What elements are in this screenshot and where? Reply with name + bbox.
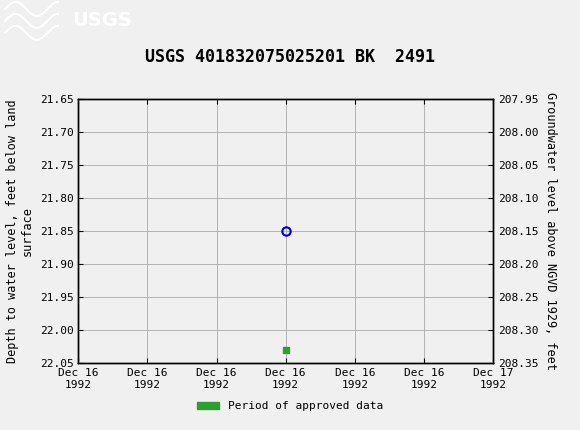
Y-axis label: Depth to water level, feet below land
surface: Depth to water level, feet below land su… [6, 99, 34, 363]
Legend: Period of approved data: Period of approved data [193, 397, 387, 416]
Y-axis label: Groundwater level above NGVD 1929, feet: Groundwater level above NGVD 1929, feet [544, 92, 557, 370]
Text: USGS 401832075025201 BK  2491: USGS 401832075025201 BK 2491 [145, 49, 435, 66]
Text: USGS: USGS [72, 12, 132, 31]
